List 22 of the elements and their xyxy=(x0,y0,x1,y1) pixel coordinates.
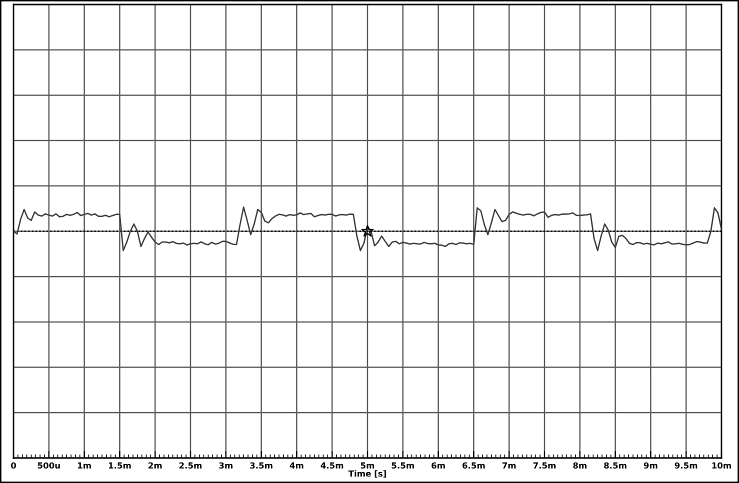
x-tick-label: 500u xyxy=(38,462,60,469)
x-tick-label: 10m xyxy=(712,462,731,469)
x-tick-label: 1m xyxy=(78,462,91,468)
x-tick-label: 7.5m xyxy=(533,462,556,469)
x-tick-label: 2.5m xyxy=(179,462,202,469)
x-tick-label: 3.5m xyxy=(250,462,272,469)
x-tick-label: 7m xyxy=(502,462,516,468)
x-tick-label: 5m xyxy=(360,462,374,469)
x-axis-title: Time [s] xyxy=(348,470,386,478)
x-tick-label: 2m xyxy=(148,462,162,468)
x-tick-label: 9m xyxy=(644,462,658,469)
x-tick-label: 6m xyxy=(432,462,445,469)
x-tick-label: 1.5m xyxy=(108,462,131,469)
x-tick-label: 8m xyxy=(573,462,586,469)
x-tick-label: 4m xyxy=(290,462,304,468)
x-tick-label: 8.5m xyxy=(604,462,626,469)
x-tick-label: 9.5m xyxy=(674,462,698,469)
x-tick-label: 6.5m xyxy=(462,462,485,469)
x-tick-label: 4.5m xyxy=(320,462,344,469)
x-tick-label: 0 xyxy=(11,462,16,469)
x-tick-label: 3m xyxy=(219,462,232,469)
x-tick-label: 5.5m xyxy=(392,462,414,469)
